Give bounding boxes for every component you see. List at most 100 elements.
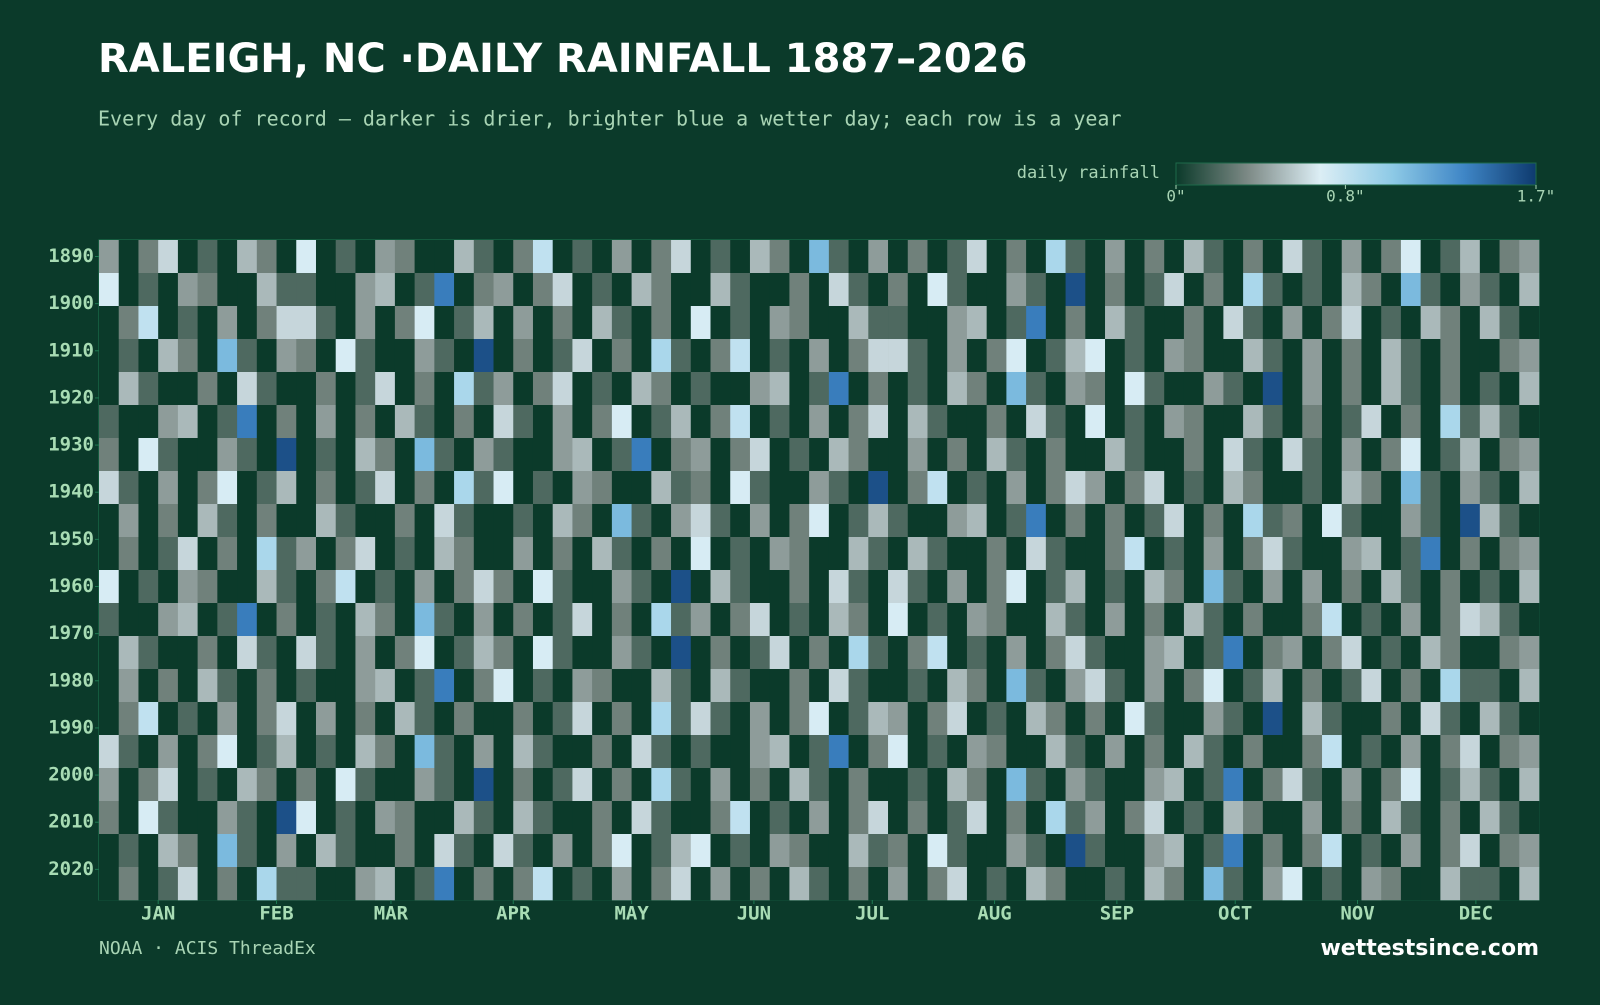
cell	[1381, 867, 1402, 901]
cell	[1499, 735, 1520, 769]
cell	[809, 867, 830, 901]
cell	[296, 273, 317, 307]
cell	[276, 735, 297, 769]
cell	[1302, 603, 1323, 637]
cell	[1361, 273, 1382, 307]
cell	[888, 801, 909, 835]
cell	[1085, 702, 1106, 736]
cell	[1381, 273, 1402, 307]
cell	[532, 735, 553, 769]
cell	[927, 702, 948, 736]
cell	[1065, 834, 1086, 868]
cell	[355, 273, 376, 307]
cell	[868, 735, 889, 769]
cell	[986, 834, 1007, 868]
cell	[1045, 603, 1066, 637]
cell	[1026, 339, 1047, 373]
cell	[513, 768, 534, 802]
cell	[1262, 339, 1283, 373]
cell	[809, 801, 830, 835]
cell	[355, 867, 376, 901]
cell	[572, 636, 593, 670]
cell	[809, 372, 830, 406]
cell	[1124, 636, 1145, 670]
cell	[1164, 867, 1185, 901]
cell	[947, 306, 968, 340]
cell	[197, 636, 218, 670]
cell	[1420, 273, 1441, 307]
cell	[1420, 405, 1441, 439]
cell	[1164, 372, 1185, 406]
cell	[1203, 372, 1224, 406]
subtitle: Every day of record — darker is drier, b…	[98, 107, 1122, 131]
cell	[868, 537, 889, 571]
cell	[868, 768, 889, 802]
cell	[1361, 504, 1382, 538]
cell	[276, 306, 297, 340]
cell	[1381, 603, 1402, 637]
cell	[1085, 306, 1106, 340]
cell	[296, 867, 317, 901]
heatmap	[99, 240, 1540, 901]
cell	[868, 834, 889, 868]
cell	[947, 273, 968, 307]
cell	[888, 603, 909, 637]
cell	[848, 471, 869, 505]
cell	[789, 438, 810, 472]
cell	[1519, 867, 1540, 901]
cell	[710, 570, 731, 604]
cell	[1519, 471, 1540, 505]
cell	[375, 273, 396, 307]
cell	[138, 273, 159, 307]
cell	[611, 537, 632, 571]
cell	[1341, 405, 1362, 439]
cell	[355, 537, 376, 571]
cell	[335, 669, 356, 703]
cell	[1479, 504, 1500, 538]
cell	[552, 636, 573, 670]
cell	[572, 306, 593, 340]
cell	[1440, 768, 1461, 802]
cell	[1420, 801, 1441, 835]
cell	[1302, 306, 1323, 340]
cell	[1203, 768, 1224, 802]
cell	[710, 372, 731, 406]
cell	[1460, 867, 1481, 901]
cell	[1282, 273, 1303, 307]
cell	[1183, 636, 1204, 670]
cell	[1065, 768, 1086, 802]
cell	[1361, 735, 1382, 769]
cell	[1026, 438, 1047, 472]
cell	[1341, 471, 1362, 505]
cell	[375, 669, 396, 703]
brand: wettestsince.com	[1320, 936, 1539, 961]
cell	[158, 834, 179, 868]
cell	[631, 339, 652, 373]
cell	[375, 735, 396, 769]
cell	[532, 603, 553, 637]
cell	[513, 867, 534, 901]
cell	[947, 570, 968, 604]
cell	[572, 405, 593, 439]
cell	[552, 702, 573, 736]
cell	[473, 438, 494, 472]
cell	[276, 405, 297, 439]
cell	[1400, 669, 1421, 703]
cell	[1183, 768, 1204, 802]
cell	[335, 702, 356, 736]
cell	[927, 471, 948, 505]
cell	[1499, 702, 1520, 736]
cell	[434, 339, 455, 373]
cell	[1519, 273, 1540, 307]
cell	[355, 603, 376, 637]
cell	[414, 834, 435, 868]
cell	[1282, 735, 1303, 769]
cell	[671, 405, 692, 439]
cell	[1124, 471, 1145, 505]
cell	[414, 570, 435, 604]
cell	[769, 240, 790, 274]
cell	[1282, 537, 1303, 571]
cell	[1400, 405, 1421, 439]
cell	[927, 669, 948, 703]
cell	[769, 669, 790, 703]
